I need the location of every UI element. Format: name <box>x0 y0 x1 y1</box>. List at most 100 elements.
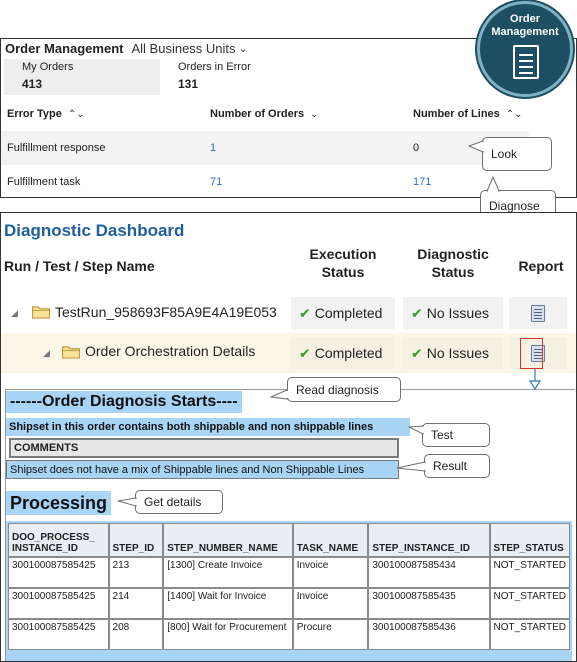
column-header-execution-status: Execution Status <box>291 245 395 281</box>
column-header-line: Diagnostic <box>417 246 489 262</box>
look-callout: Look <box>482 137 552 171</box>
column-header-label: DOO_PROCESS_ <box>12 532 95 543</box>
column-header-name: Run / Test / Step Name <box>4 258 155 274</box>
diagnose-callout-text: Diagnose <box>489 199 540 213</box>
error-type-cell: Fulfillment response <box>7 142 106 154</box>
read-diagnosis-callout: Read diagnosis <box>287 377 401 402</box>
badge-label-line2: Management <box>491 26 559 38</box>
table-cell: NOT_STARTED <box>489 557 570 588</box>
execution-status-text: Completed <box>314 345 383 361</box>
business-unit-label: All Business Units <box>131 40 236 56</box>
column-header-step-instance-id: STEP_INSTANCE_ID <box>368 523 490 557</box>
table-cell: [1300] Create Invoice <box>163 557 293 588</box>
report-icon-highlight <box>520 338 543 369</box>
test-row: ◢ Order Orchestration Details ✔ Complete… <box>1 333 576 373</box>
column-header-number-of-orders[interactable]: Number of Orders ⌄ <box>210 108 319 120</box>
order-management-badge[interactable]: Order Management <box>477 1 573 97</box>
column-header-step-status: STEP_STATUS <box>489 523 570 557</box>
report-arrow <box>528 369 542 391</box>
table-row: Fulfillment task 71 171 <box>1 165 529 197</box>
column-header-line: Execution <box>309 246 377 262</box>
result-callout-text: Result <box>433 459 468 473</box>
check-icon: ✔ <box>411 304 423 321</box>
processing-table: DOO_PROCESS_ INSTANCE_ID STEP_ID STEP_NUM… <box>8 523 570 650</box>
test-run-row: ◢ TestRun_958693F85A9E4A19E053 ✔ Complet… <box>1 293 576 333</box>
execution-status-cell: ✔ Completed <box>291 297 395 329</box>
get-details-callout-text: Get details <box>144 495 202 509</box>
execution-status-text: Completed <box>314 305 383 321</box>
table-row: 300100087585425 214 [1400] Wait for Invo… <box>8 588 570 619</box>
test-callout-tail <box>408 425 424 435</box>
column-header-number-of-lines[interactable]: Number of Lines ⌃⌄ <box>413 108 523 120</box>
collapse-triangle-icon[interactable]: ◢ <box>11 308 18 318</box>
diagnostic-status-cell: ✔ No Issues <box>403 337 503 369</box>
table-cell: 300100087585434 <box>368 557 490 588</box>
document-list-icon <box>513 45 539 79</box>
column-header-error-type[interactable]: Error Type ⌃⌄ <box>7 108 85 120</box>
chevron-down-icon: ⌄ <box>238 42 248 55</box>
column-header-label: INSTANCE_ID <box>12 543 78 554</box>
badge-label-line1: Order <box>510 13 540 25</box>
report-icon[interactable] <box>531 344 545 362</box>
lines-count-cell: 0 <box>413 142 420 154</box>
column-header-step-number-name: STEP_NUMBER_NAME <box>163 523 293 557</box>
order-management-header: Order Management All Business Units ⌄ <box>5 39 248 57</box>
sort-icon: ⌃⌄ <box>505 109 523 120</box>
folder-icon <box>32 306 50 319</box>
look-callout-tail <box>468 140 484 153</box>
page-title: Order Management <box>5 40 124 56</box>
report-cell <box>509 297 567 329</box>
column-header-report: Report <box>518 258 564 274</box>
test-callout-text: Test <box>431 428 454 442</box>
check-icon: ✔ <box>411 344 423 361</box>
table-cell: 213 <box>108 557 164 588</box>
diagnostic-status-cell: ✔ No Issues <box>403 297 503 329</box>
table-cell: 300100087585425 <box>8 588 109 619</box>
table-row: 300100087585425 208 [800] Wait for Procu… <box>8 619 570 650</box>
processing-heading: Processing <box>6 491 112 515</box>
column-header-line: Status <box>431 264 475 280</box>
result-description: Shipset does not have a mix of Shippable… <box>6 460 399 479</box>
table-cell: [1400] Wait for Invoice <box>163 588 293 619</box>
folder-icon <box>62 346 80 359</box>
business-unit-selector[interactable]: All Business Units ⌄ <box>131 41 247 56</box>
diagnostic-status-text: No Issues <box>426 345 489 361</box>
collapse-triangle-icon[interactable]: ◢ <box>43 348 50 358</box>
column-header-process-instance-id: DOO_PROCESS_ INSTANCE_ID <box>8 523 109 557</box>
orders-count-link[interactable]: 71 <box>210 176 223 188</box>
report-cell <box>509 337 567 369</box>
column-header-label: Error Type <box>7 108 62 120</box>
table-cell: 300100087585425 <box>8 557 109 588</box>
diagnostic-status-text: No Issues <box>426 305 489 321</box>
check-icon: ✔ <box>299 304 311 321</box>
check-icon: ✔ <box>299 344 311 361</box>
result-callout: Result <box>424 454 490 478</box>
column-header-step-id: STEP_ID <box>108 523 164 557</box>
diagnostic-dashboard-panel: Diagnostic Dashboard Run / Test / Step N… <box>0 212 577 662</box>
table-cell: 208 <box>108 619 164 650</box>
lines-count-link[interactable]: 171 <box>413 176 432 188</box>
column-header-diagnostic-status: Diagnostic Status <box>403 245 503 281</box>
orders-in-error-card[interactable]: Orders in Error 131 <box>160 59 266 95</box>
my-orders-count: 413 <box>22 77 43 91</box>
chevron-down-icon: ⌄ <box>310 109 319 120</box>
table-header-row: DOO_PROCESS_ INSTANCE_ID STEP_ID STEP_NUM… <box>8 523 570 557</box>
report-icon[interactable] <box>531 304 545 322</box>
test-name[interactable]: Order Orchestration Details <box>85 343 256 359</box>
table-cell: 300100087585435 <box>368 588 490 619</box>
test-description: Shipset in this order contains both ship… <box>6 418 410 436</box>
table-cell: NOT_STARTED <box>489 588 570 619</box>
badge-label: Order Management <box>480 13 570 39</box>
execution-status-cell: ✔ Completed <box>291 337 395 369</box>
sort-icon: ⌃⌄ <box>67 109 85 120</box>
test-callout: Test <box>422 423 490 447</box>
processing-table-frame: DOO_PROCESS_ INSTANCE_ID STEP_ID STEP_NUM… <box>6 521 572 661</box>
test-run-name[interactable]: TestRun_958693F85A9E4A19E053 <box>55 304 277 320</box>
my-orders-card[interactable]: My Orders 413 <box>4 59 160 95</box>
table-header-row: Error Type ⌃⌄ Number of Orders ⌄ Number of… <box>1 97 529 131</box>
orders-count-link[interactable]: 1 <box>210 142 217 154</box>
read-diagnosis-callout-tail <box>270 389 288 400</box>
column-header-task-name: TASK_NAME <box>292 523 369 557</box>
column-header-label: Number of Lines <box>413 108 500 120</box>
table-cell: Invoice <box>292 557 369 588</box>
